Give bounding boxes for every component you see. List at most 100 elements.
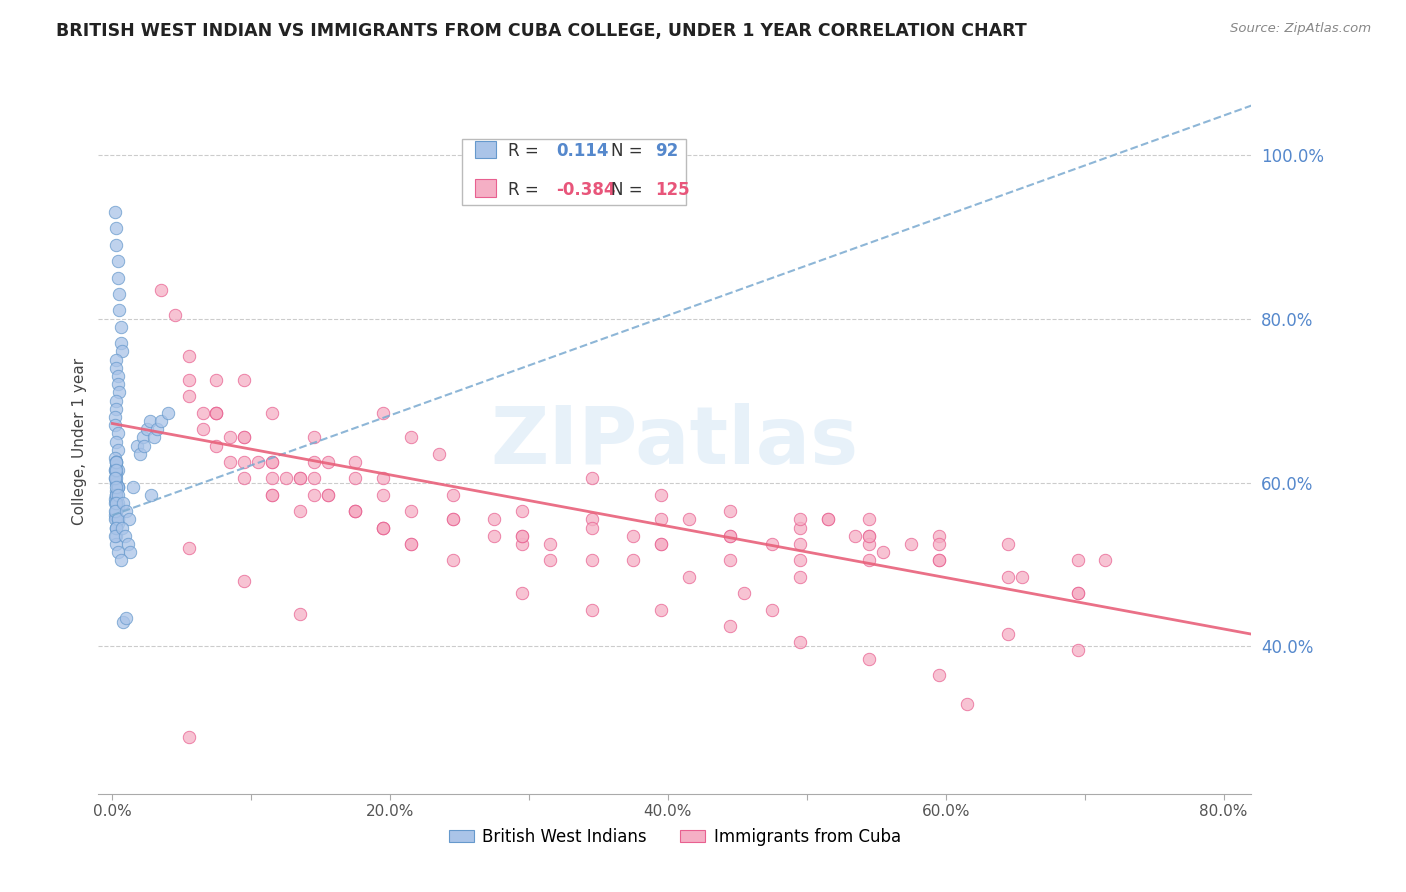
Point xyxy=(105,488,128,502)
Point xyxy=(141,488,163,502)
Point xyxy=(373,520,395,534)
Point xyxy=(107,426,129,441)
Point xyxy=(107,496,129,510)
Point xyxy=(105,520,128,534)
Point xyxy=(650,602,672,616)
Point xyxy=(105,504,128,518)
Text: R =: R = xyxy=(508,142,538,161)
Point xyxy=(1067,643,1090,657)
Point xyxy=(104,205,127,219)
Point xyxy=(233,574,256,588)
Point xyxy=(858,512,880,526)
Point xyxy=(260,406,283,420)
Point xyxy=(127,439,149,453)
Legend: British West Indians, Immigrants from Cuba: British West Indians, Immigrants from Cu… xyxy=(443,822,907,853)
Point xyxy=(484,529,506,543)
Point xyxy=(789,512,811,526)
Point xyxy=(191,422,214,436)
Point xyxy=(510,529,533,543)
Text: N =: N = xyxy=(612,142,643,161)
Point xyxy=(105,221,128,235)
Point xyxy=(844,529,866,543)
Point xyxy=(205,439,228,453)
Point xyxy=(720,529,742,543)
Text: -0.384: -0.384 xyxy=(557,181,616,199)
Point xyxy=(129,447,152,461)
Point xyxy=(122,480,145,494)
Point xyxy=(441,512,464,526)
Point xyxy=(143,430,166,444)
Point xyxy=(156,406,179,420)
Point xyxy=(510,586,533,600)
Point xyxy=(233,430,256,444)
Point xyxy=(110,336,132,351)
Point xyxy=(441,512,464,526)
Point xyxy=(105,475,128,490)
Point xyxy=(288,607,311,621)
Point xyxy=(115,504,138,518)
Point xyxy=(105,520,128,534)
Point xyxy=(205,406,228,420)
Point xyxy=(260,455,283,469)
Point xyxy=(145,422,167,436)
Point xyxy=(621,553,644,567)
Point xyxy=(344,455,367,469)
Point xyxy=(105,504,128,518)
Point xyxy=(105,455,128,469)
Point xyxy=(107,480,129,494)
Point xyxy=(997,570,1019,584)
Point xyxy=(928,537,950,551)
Point xyxy=(163,308,186,322)
Point xyxy=(105,238,128,252)
Point xyxy=(105,459,128,474)
Point xyxy=(247,455,270,469)
Point xyxy=(107,516,129,531)
Point xyxy=(110,553,132,567)
Point xyxy=(650,512,672,526)
Point xyxy=(105,393,128,408)
Point xyxy=(817,512,839,526)
Point xyxy=(789,553,811,567)
Point xyxy=(928,553,950,567)
Point xyxy=(650,537,672,551)
Point xyxy=(105,455,128,469)
Text: 0.114: 0.114 xyxy=(557,142,609,161)
Point xyxy=(260,488,283,502)
Point xyxy=(302,430,325,444)
Point xyxy=(581,553,603,567)
Point xyxy=(105,455,128,469)
Point xyxy=(219,455,242,469)
Point xyxy=(789,570,811,584)
Point xyxy=(120,545,142,559)
Point xyxy=(108,303,131,318)
Point xyxy=(720,553,742,567)
Point xyxy=(427,447,450,461)
Point xyxy=(136,422,159,436)
Point xyxy=(105,480,128,494)
Point xyxy=(104,463,127,477)
Point xyxy=(344,504,367,518)
Point xyxy=(105,496,128,510)
Point xyxy=(720,504,742,518)
Point xyxy=(107,545,129,559)
Point xyxy=(177,373,200,387)
Point xyxy=(900,537,922,551)
Y-axis label: College, Under 1 year: College, Under 1 year xyxy=(72,358,87,525)
FancyBboxPatch shape xyxy=(475,141,496,158)
Point xyxy=(118,512,141,526)
Point xyxy=(105,504,128,518)
Point xyxy=(105,401,128,416)
Point xyxy=(997,537,1019,551)
Point xyxy=(107,480,129,494)
Point xyxy=(177,730,200,744)
Point xyxy=(817,512,839,526)
Point xyxy=(105,360,128,375)
Point xyxy=(107,254,129,268)
Point xyxy=(104,504,127,518)
Text: 125: 125 xyxy=(655,181,690,199)
Point xyxy=(1067,586,1090,600)
Point xyxy=(105,455,128,469)
Point xyxy=(373,488,395,502)
Point xyxy=(108,287,131,301)
Point xyxy=(177,541,200,555)
